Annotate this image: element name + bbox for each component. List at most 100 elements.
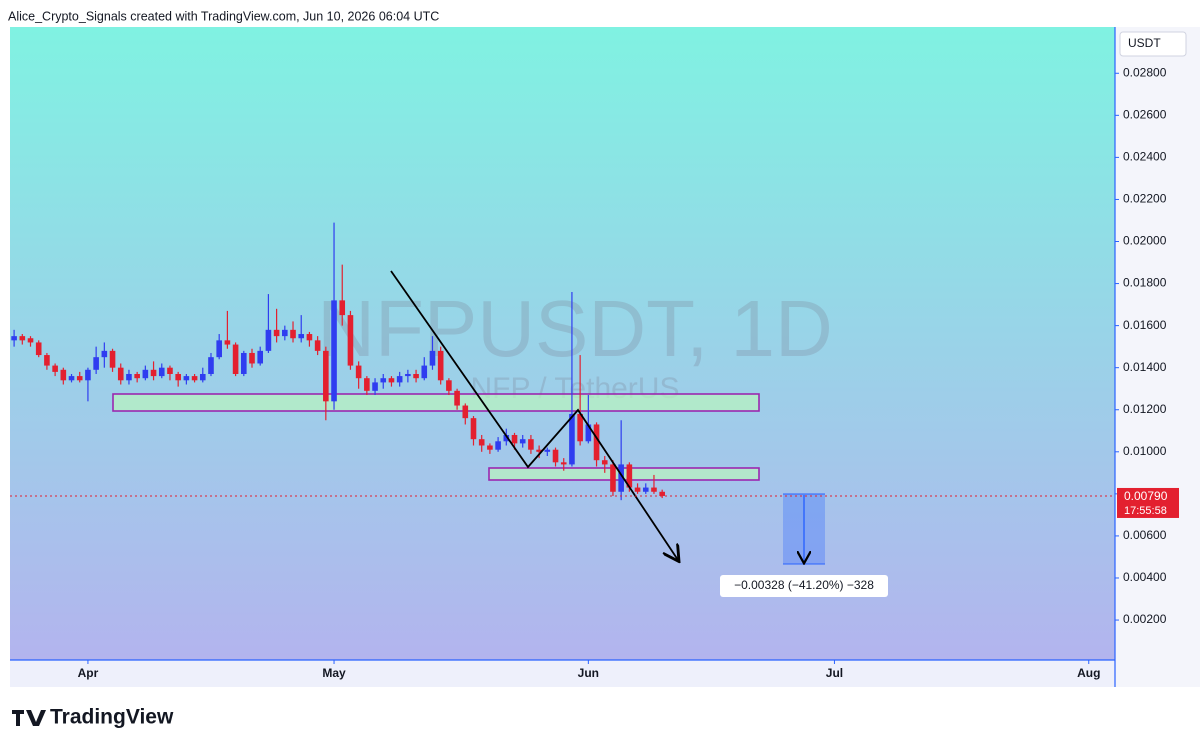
countdown: 17:55:58	[1124, 505, 1167, 517]
candle-body	[109, 350, 116, 368]
candle-body	[158, 367, 165, 377]
candle-body	[224, 340, 231, 345]
candle-body	[44, 355, 50, 366]
candle-body	[134, 373, 140, 379]
candle-body	[331, 300, 337, 402]
candle-body	[601, 460, 608, 465]
candle-body	[626, 464, 633, 488]
candle-body	[208, 357, 214, 374]
y-tick-label: 0.02600	[1123, 107, 1167, 121]
y-tick-label: 0.01200	[1123, 402, 1167, 416]
candle-body	[544, 449, 551, 452]
last-price-box	[1117, 487, 1179, 518]
resistance-zone	[112, 393, 760, 412]
candle-body	[347, 315, 354, 366]
candle-body	[240, 352, 247, 374]
candle-body	[249, 352, 255, 364]
y-tick-label: 0.00400	[1123, 570, 1167, 584]
candle-body	[93, 357, 99, 370]
last-price-label: 0.00790	[1124, 489, 1168, 503]
candle-body	[634, 487, 641, 492]
candle-body	[569, 413, 575, 465]
candle-body	[372, 382, 378, 391]
x-tick-label: Apr	[78, 666, 99, 680]
candle-body	[273, 329, 280, 337]
candle-body	[339, 300, 346, 316]
candle-body	[388, 378, 395, 383]
x-tick-label: Jun	[578, 666, 599, 680]
candle-body	[191, 376, 198, 381]
candle-body	[364, 378, 370, 391]
candle-body	[495, 441, 501, 450]
candle-body	[503, 434, 510, 442]
candle-body	[323, 350, 329, 402]
x-tick-label: Jul	[826, 666, 843, 680]
candle-body	[659, 491, 665, 496]
candle-body	[618, 464, 624, 492]
candle-body	[199, 373, 206, 381]
measure-label-box	[720, 575, 888, 597]
candle-body	[487, 445, 493, 450]
y-tick-label: 0.00200	[1123, 612, 1167, 626]
candle-body	[593, 424, 600, 461]
candle-body	[126, 373, 132, 381]
candle-body	[117, 367, 124, 381]
candle-body	[76, 376, 83, 381]
candle-body	[265, 329, 272, 351]
y-tick-label: 0.00600	[1123, 528, 1167, 542]
candle-body	[651, 487, 657, 492]
candle-body	[396, 376, 403, 383]
candle-body	[421, 365, 428, 379]
unit-box	[1119, 31, 1187, 57]
candle-body	[429, 350, 436, 366]
plot-area	[10, 27, 1115, 660]
candle-body	[446, 380, 452, 391]
y-tick-label: 0.02000	[1123, 234, 1167, 248]
candle-body	[282, 329, 288, 337]
trend-arrow	[390, 270, 678, 560]
candle-body	[355, 365, 362, 379]
candle-body	[470, 418, 477, 440]
y-unit: USDT	[1128, 36, 1161, 50]
candle-body	[298, 334, 305, 339]
candle-body	[306, 334, 313, 341]
candle-body	[314, 340, 321, 351]
candle-body	[35, 342, 42, 356]
candle-body	[232, 344, 239, 374]
y-tick-label: 0.02400	[1123, 150, 1167, 164]
y-tick-label: 0.01000	[1123, 444, 1167, 458]
candle-body	[577, 413, 583, 442]
candle-body	[85, 369, 91, 381]
candle-body	[519, 439, 526, 444]
candle-body	[60, 369, 67, 381]
candle-body	[290, 329, 296, 339]
candle-body	[454, 390, 460, 406]
candle-body	[11, 336, 17, 341]
candle-body	[19, 336, 26, 341]
header: Alice_Crypto_Signals created with Tradin…	[8, 9, 439, 23]
candle-body	[642, 487, 649, 492]
candle-body	[142, 369, 149, 379]
candle-body	[585, 424, 592, 442]
candle-body	[175, 373, 181, 381]
candle-body	[405, 373, 411, 377]
x-tick-label: Aug	[1077, 666, 1100, 680]
candle-body	[552, 449, 559, 463]
candle-body	[560, 462, 567, 465]
candle-body	[167, 367, 173, 374]
candle-body	[183, 376, 190, 381]
candle-body	[413, 373, 419, 379]
measure-label: −0.00328 (−41.20%) −328	[734, 578, 874, 592]
candle-body	[528, 439, 534, 450]
candle-body	[437, 350, 444, 381]
candle-body	[101, 350, 108, 358]
candle-body	[150, 369, 157, 377]
y-tick-label: 0.01800	[1123, 276, 1167, 290]
y-tick-label: 0.01400	[1123, 360, 1167, 374]
y-tick-label: 0.01600	[1123, 318, 1167, 332]
y-axis-area	[1115, 27, 1200, 687]
candle-body	[511, 434, 518, 444]
candle-body	[68, 376, 75, 381]
candle-body	[27, 338, 34, 343]
